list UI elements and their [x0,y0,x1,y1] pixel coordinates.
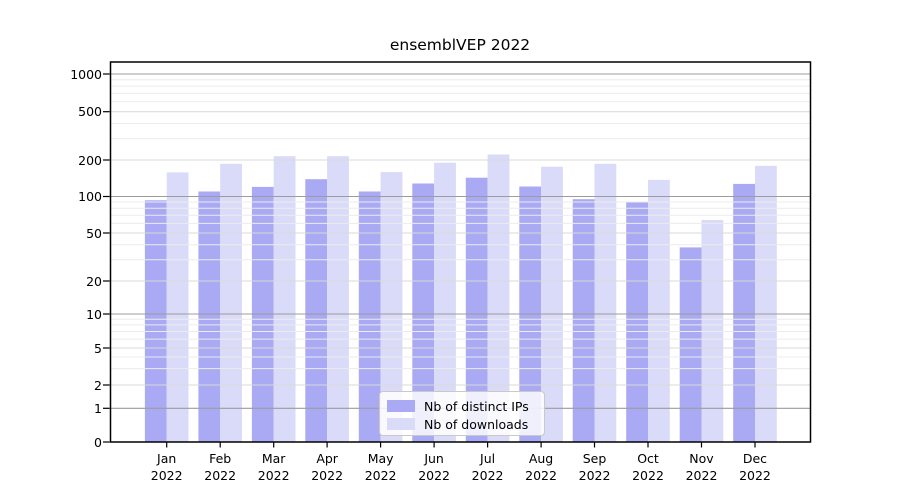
month-label: Aug [528,451,554,466]
bar-distinct-ips-jun [412,183,435,442]
bar-downloads-mar [273,156,296,442]
y-axis-tick-label-2: 2 [94,377,102,393]
month-label: Nov [689,451,714,466]
year-label: 2022 [632,468,664,483]
bar-distinct-ips-dec [733,183,755,442]
x-axis-tick-label-apr: Apr 2022 [287,450,367,484]
y-axis-tick-label-1: 1 [94,400,102,416]
year-label: 2022 [525,468,557,483]
bar-downloads-apr [327,156,349,442]
x-axis-tick-label-jun: Jun 2022 [394,450,474,484]
bar-distinct-ips-sep [572,199,595,442]
legend: Nb of distinct IPs Nb of downloads [379,391,545,436]
y-axis-tick-label-100: 100 [78,189,102,204]
bar-distinct-ips-apr [305,179,328,442]
year-label: 2022 [739,468,771,483]
month-label: Jan [157,451,177,466]
x-axis-tick-label-jan: Jan 2022 [127,450,207,484]
month-label: May [367,451,394,466]
y-axis-tick-label-500: 500 [78,104,102,120]
bar-downloads-sep [594,163,617,443]
bar-downloads-dec [755,165,777,443]
bar-distinct-ips-oct [626,202,648,442]
month-label: Feb [209,451,232,466]
y-axis-tick-label-20: 20 [86,273,102,289]
legend-swatch-downloads [387,418,415,430]
x-axis-tick-label-mar: Mar 2022 [234,450,314,484]
x-axis-tick-label-nov: Nov 2022 [662,450,742,484]
y-axis-tick-label-200: 200 [78,152,102,168]
y-axis-tick-label-10: 10 [86,306,102,322]
legend-label-downloads: Nb of downloads [424,417,529,432]
x-axis-tick-label-aug: Aug 2022 [501,450,581,484]
bar-downloads-feb [220,163,242,443]
year-label: 2022 [311,468,344,483]
year-label: 2022 [418,468,450,483]
y-axis-tick-label-5: 5 [94,340,102,356]
month-label: Apr [316,451,338,466]
y-axis-tick-label-0: 0 [94,434,102,450]
month-label: Oct [637,451,659,466]
year-label: 2022 [578,468,611,483]
bar-downloads-oct [648,179,670,442]
year-label: 2022 [204,468,237,483]
x-axis-tick-label-jul: Jul 2022 [448,450,528,484]
bar-distinct-ips-may [358,191,381,442]
month-label: Jul [480,451,496,466]
chart-title: ensemblVEP 2022 [389,36,531,54]
x-axis-tick-label-may: May 2022 [341,450,421,484]
year-label: 2022 [685,468,718,483]
month-label: Jun [424,451,444,466]
bar-distinct-ips-jul [465,177,488,442]
legend-label-distinct-ips: Nb of distinct IPs [424,399,529,414]
y-axis-tick-label-50: 50 [86,225,102,241]
year-label: 2022 [150,468,183,483]
bar-distinct-ips-nov [679,247,702,442]
year-label: 2022 [257,468,290,483]
month-label: Sep [582,451,607,466]
x-axis-tick-label-feb: Feb 2022 [180,450,260,484]
bar-downloads-may [380,172,403,442]
x-axis-tick-label-sep: Sep 2022 [555,450,635,484]
bar-downloads-jan [166,172,189,442]
month-label: Mar [261,451,286,466]
y-axis-tick-label-1000: 1000 [70,66,102,82]
bar-distinct-ips-feb [198,191,221,442]
x-axis-tick-label-dec: Dec 2022 [715,450,795,484]
month-label: Dec [742,451,768,466]
year-label: 2022 [471,468,504,483]
x-axis-tick-label-oct: Oct 2022 [608,450,688,484]
bar-downloads-aug [541,166,563,442]
bar-downloads-jul [487,154,510,442]
legend-swatch-distinct-ips [387,400,415,412]
year-label: 2022 [364,468,397,483]
plot-border [109,61,812,443]
bar-distinct-ips-jan [144,200,167,442]
